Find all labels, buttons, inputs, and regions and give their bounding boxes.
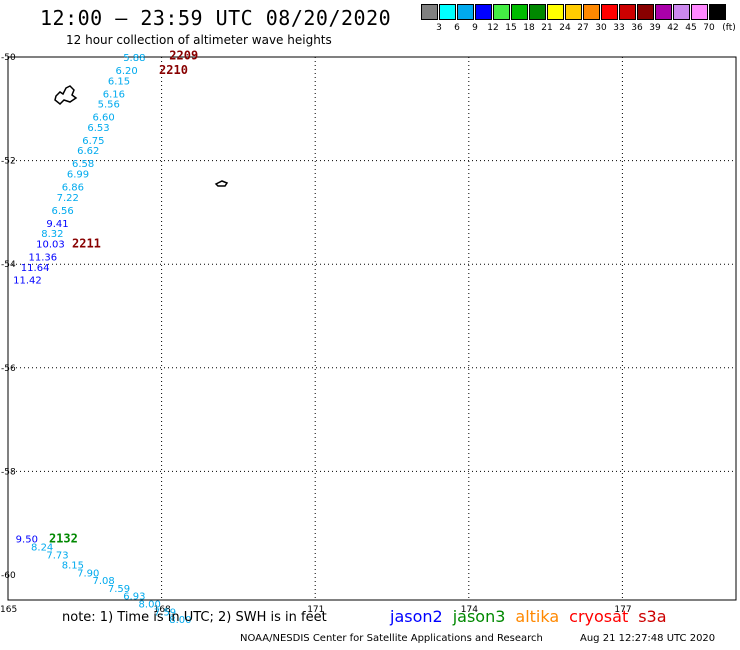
wave-height-value: 7.90 [77,568,99,579]
legend-label: 3 [436,23,442,33]
legend-swatch [511,4,528,20]
legend-label: 42 [667,23,679,33]
wave-height-value: 7.59 [108,584,130,595]
legend-swatch [583,4,600,20]
legend-label: 6 [454,23,460,33]
legend-swatch [691,4,708,20]
lon-label: 174 [461,605,478,615]
legend-label: 24 [559,23,571,33]
legend-label: 12 [487,23,499,33]
map-frame [7,56,737,601]
wave-height-value: 8.00 [139,599,161,610]
legend-label: 70 [703,23,715,33]
legend-label: 33 [613,23,625,33]
wave-height-value: 5.88 [123,53,145,64]
island-outline [54,85,78,106]
wave-height-value: 6.86 [62,183,84,194]
legend-swatch [619,4,636,20]
legend-label: 21 [541,23,553,33]
lat-label: -58 [1,467,16,477]
wave-height-value: 6.62 [77,146,99,157]
legend-swatch [439,4,456,20]
wave-height-value: 6.56 [52,206,74,217]
wave-height-value: 10.03 [36,239,65,250]
legend-swatch [655,4,672,20]
wave-height-value: 11.36 [28,252,57,263]
lon-label: 177 [614,605,631,615]
legend-swatch [457,4,474,20]
lat-label: -56 [1,364,16,374]
page-title: 12:00 – 23:59 UTC 08/20/2020 [40,6,392,30]
wave-height-value: 6.58 [72,159,94,170]
satellite-name: jason3 [452,607,506,626]
wave-height-value: 7.08 [92,576,114,587]
satellite-name: altika [515,607,560,626]
wave-height-value: 7.22 [57,193,79,204]
satellite-name: cryosat [569,607,629,626]
legend-label: 15 [505,23,517,33]
legend-label: 18 [523,23,535,33]
legend-swatch [421,4,438,20]
wave-height-value: 6.93 [123,592,145,603]
wave-height-value: 6.15 [108,76,130,87]
legend-swatch [493,4,510,20]
wave-height-value: 6.60 [92,113,114,124]
legend-swatch [673,4,690,20]
legend-swatch [529,4,546,20]
lon-label: 168 [154,605,171,615]
generation-timestamp: Aug 21 12:27:48 UTC 2020 [580,633,716,644]
lat-label: -54 [1,260,16,270]
wave-height-value: 8.32 [41,229,63,240]
legend-swatch [565,4,582,20]
legend-label: 45 [685,23,697,33]
wave-height-value: 5.56 [98,100,120,111]
pass-time-label: 2209 [169,48,198,62]
wave-height-value: 6.53 [87,123,109,134]
legend-swatch [601,4,618,20]
satellite-name: s3a [638,607,667,626]
legend-label: 27 [577,23,589,33]
legend-label: 39 [649,23,661,33]
wave-height-value: 11.64 [21,263,50,274]
island-outline [214,180,229,187]
wave-height-value: 9.41 [46,219,68,230]
legend-label: 36 [631,23,643,33]
wave-height-value: 8.15 [62,561,84,572]
lon-label: 171 [307,605,324,615]
page-subtitle: 12 hour collection of altimeter wave hei… [66,33,332,47]
satellite-legend: jason2 jason3 altika cryosat s3a [390,607,677,626]
legend-unit: (ft) [722,23,736,33]
credit-text: NOAA/NESDIS Center for Satellite Applica… [240,633,543,644]
wave-height-value: 6.20 [116,66,138,77]
lat-label: -60 [1,571,16,581]
lat-label: -50 [1,53,16,63]
wave-height-value: 8.00 [169,615,191,626]
legend-label: 30 [595,23,607,33]
wave-height-value: 7.59 [154,607,176,618]
wave-height-value: 9.50 [16,535,38,546]
legend-swatch [709,4,726,20]
legend-swatch [475,4,492,20]
footer-note: note: 1) Time is in UTC; 2) SWH is in fe… [62,610,327,625]
wave-height-value: 8.24 [31,543,53,554]
wave-height-value: 7.73 [46,550,68,561]
legend-swatch [637,4,654,20]
lon-label: 165 [0,605,17,615]
satellite-name: jason2 [390,607,443,626]
wave-height-value: 6.75 [82,136,104,147]
wave-height-value: 6.99 [67,170,89,181]
wave-height-value: 6.16 [103,89,125,100]
pass-time-label: 2132 [49,532,78,546]
pass-time-label: 2210 [159,63,188,77]
lat-label: -52 [1,157,16,167]
legend-swatch [547,4,564,20]
pass-time-label: 2211 [72,236,101,250]
legend-label: 9 [472,23,478,33]
wave-height-value: 11.42 [13,276,42,287]
